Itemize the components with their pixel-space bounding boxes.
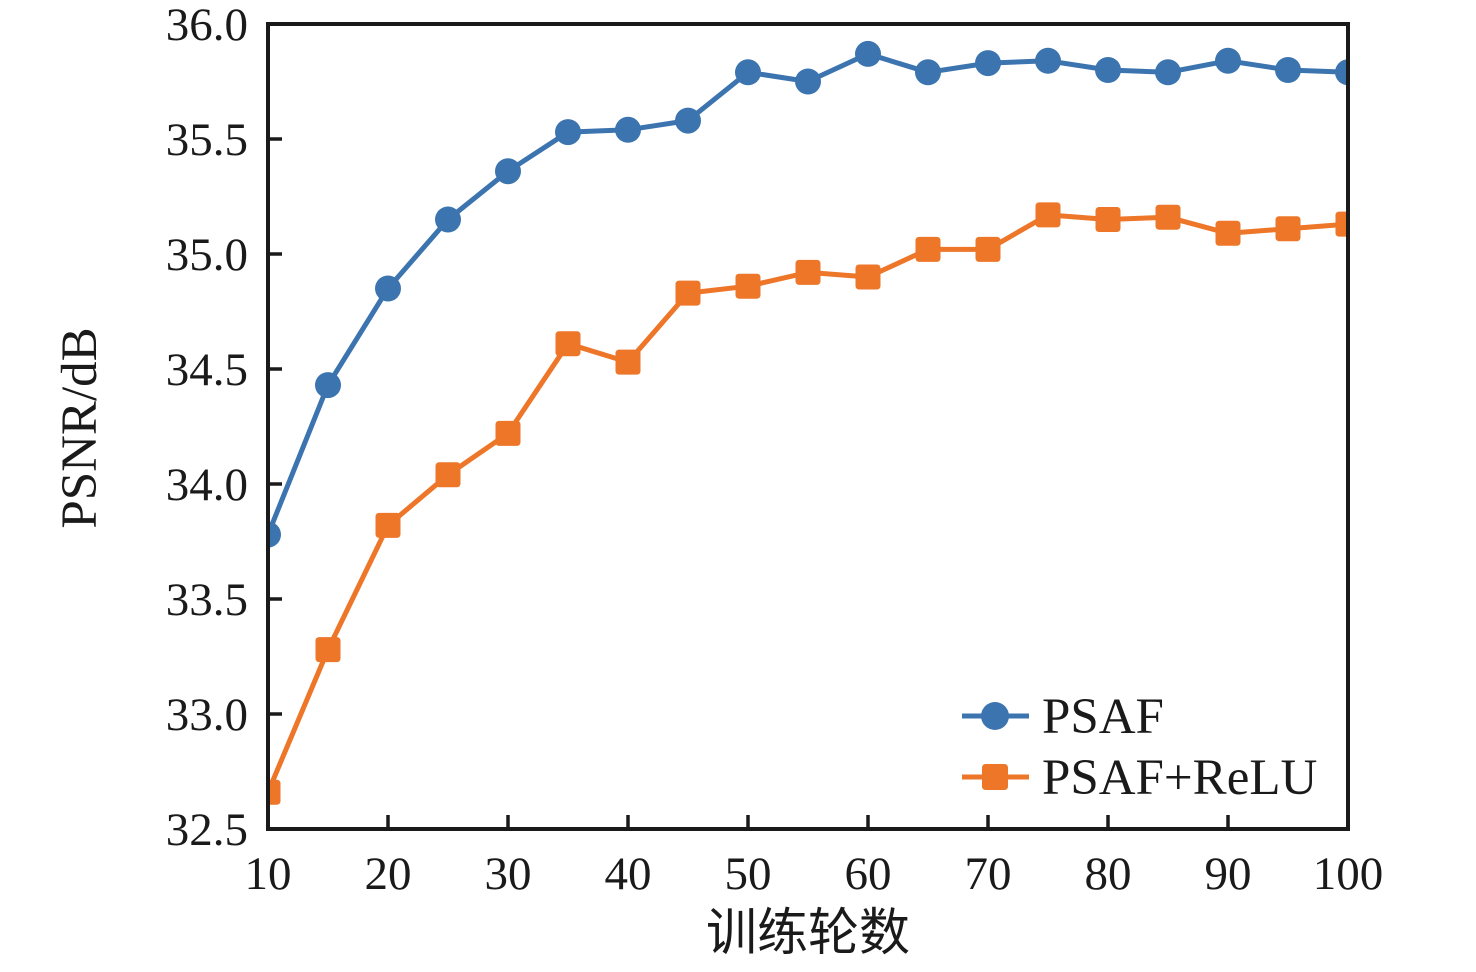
x-tick-label: 60	[845, 848, 892, 900]
data-point	[1035, 47, 1061, 74]
x-tick-label: 20	[365, 848, 412, 900]
legend-square-marker-icon	[982, 764, 1008, 790]
legend-item-psaf: PSAF	[962, 689, 1164, 745]
data-point	[915, 236, 941, 262]
data-point	[615, 116, 641, 143]
x-tick-label: 90	[1205, 848, 1252, 900]
data-point	[735, 59, 761, 86]
data-point	[675, 280, 701, 306]
data-point	[735, 273, 761, 299]
data-point	[1335, 59, 1348, 86]
series-line-psaf-relu	[268, 212, 1348, 794]
data-point	[795, 68, 821, 95]
legend-label: PSAF	[1042, 689, 1164, 745]
data-point	[375, 512, 401, 538]
plot-frame	[266, 22, 1350, 831]
data-point	[1215, 220, 1241, 246]
series-markers-psaf	[268, 40, 1348, 548]
x-tick-label: 40	[605, 848, 652, 900]
y-tick-label: 34.5	[166, 344, 248, 396]
data-point	[795, 259, 821, 285]
data-point	[495, 158, 521, 185]
data-point	[1035, 202, 1061, 228]
x-tick-label: 80	[1085, 848, 1132, 900]
data-point	[435, 206, 461, 233]
data-point	[1095, 57, 1121, 83]
data-point	[555, 331, 581, 357]
data-point	[855, 264, 881, 290]
data-point	[975, 50, 1001, 77]
data-point	[855, 40, 881, 67]
x-axis-title: 训练轮数	[706, 906, 910, 962]
data-point	[435, 462, 461, 488]
legend-circle-marker-icon	[981, 702, 1009, 730]
y-tick-label: 35.0	[166, 229, 248, 281]
series-markers-psaf-relu	[268, 202, 1348, 805]
data-point	[375, 275, 401, 302]
data-point	[1275, 216, 1301, 242]
y-tick-label: 33.5	[166, 574, 248, 626]
axes-layer: 10 20 30 40 50 60 70 80 90 100 32.5 33.0 33.5 34.0 34.…	[166, 0, 1384, 900]
series-line-psaf	[268, 51, 1348, 536]
legend-item-psaf-relu: PSAF+ReLU	[962, 750, 1317, 806]
data-point	[975, 236, 1001, 262]
x-tick-label: 50	[725, 848, 772, 900]
y-tick-label: 32.5	[166, 804, 248, 856]
x-tick-label: 30	[485, 848, 532, 900]
data-point	[1275, 57, 1301, 83]
data-point	[268, 521, 281, 548]
x-tick-label: 10	[245, 848, 292, 900]
data-point	[1155, 59, 1181, 86]
y-tick-label: 36.0	[166, 0, 248, 51]
y-axis-title: PSNR/dB	[52, 327, 108, 528]
x-tick-label: 70	[965, 848, 1012, 900]
data-point	[555, 119, 581, 146]
data-point	[315, 372, 341, 399]
legend-label: PSAF+ReLU	[1042, 750, 1317, 806]
data-point	[1335, 211, 1348, 237]
data-point	[268, 779, 281, 805]
data-point	[675, 107, 701, 134]
data-point	[1095, 207, 1121, 232]
data-point	[315, 637, 341, 663]
data-point	[495, 420, 521, 446]
data-point	[915, 59, 941, 86]
data-point	[1215, 47, 1241, 74]
data-point	[1155, 204, 1181, 230]
data-point	[615, 349, 641, 375]
x-tick-label: 100	[1313, 848, 1384, 900]
y-tick-label: 34.0	[166, 459, 248, 511]
y-tick-label: 33.0	[166, 689, 248, 741]
y-tick-label: 35.5	[166, 114, 248, 166]
data-series-layer	[268, 40, 1348, 805]
